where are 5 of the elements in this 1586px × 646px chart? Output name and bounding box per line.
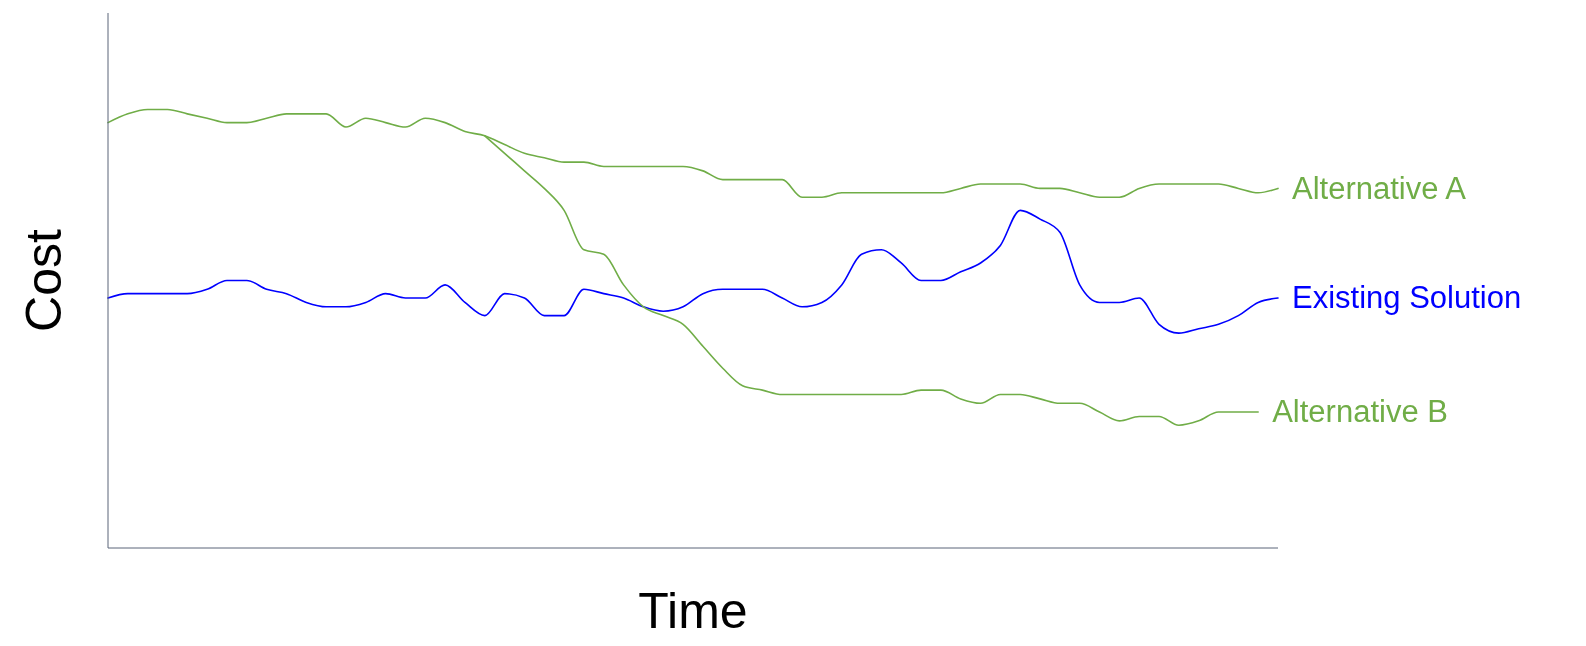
series-label: Existing Solution [1292,280,1522,316]
y-axis-title: Cost [15,228,72,332]
series-label: Alternative B [1272,394,1448,430]
series-label: Alternative A [1292,170,1467,206]
x-axis-title: Time [638,583,748,639]
